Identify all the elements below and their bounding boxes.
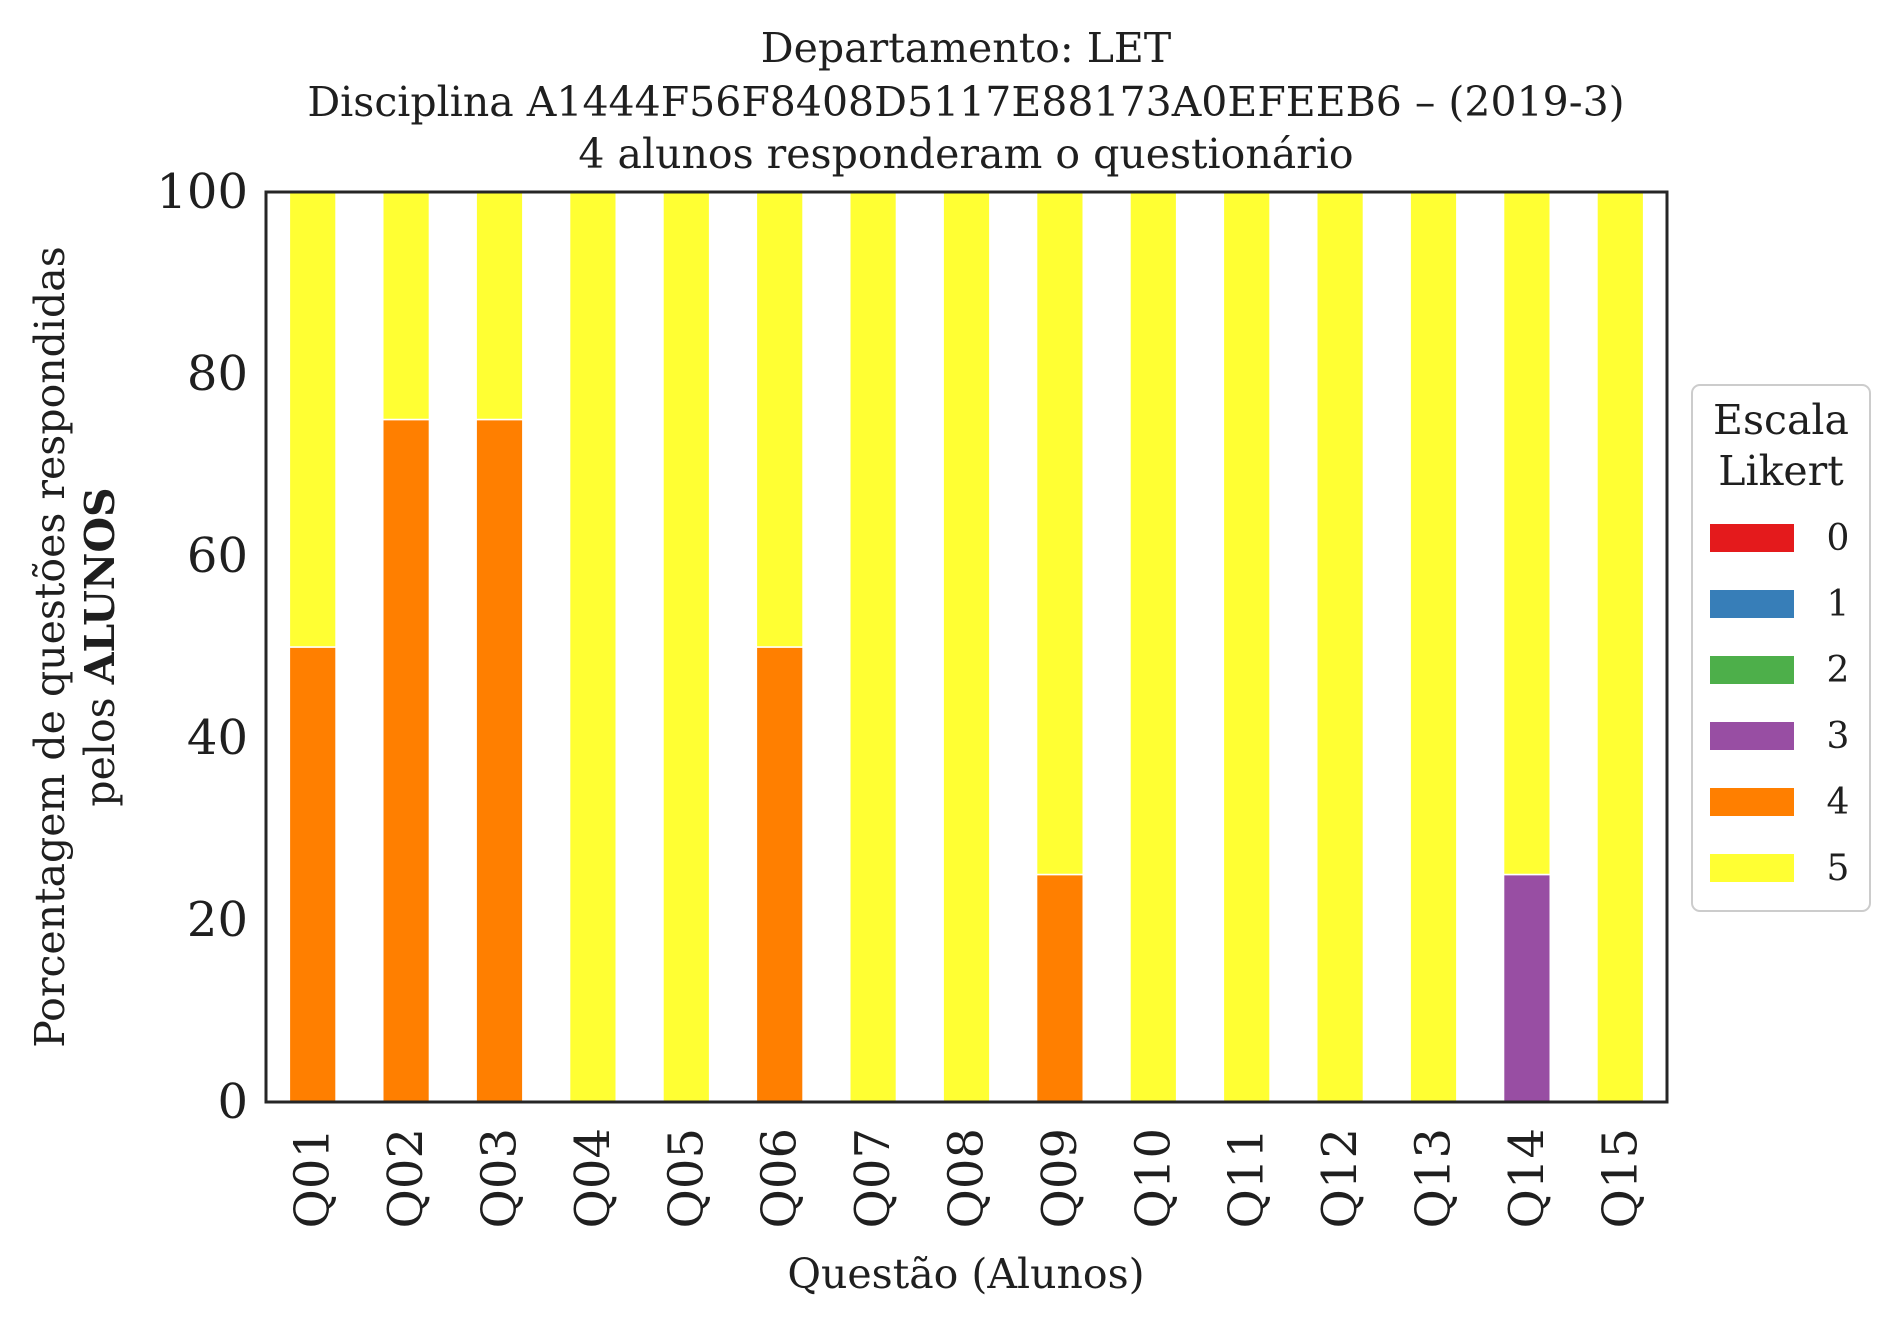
title-line-2: Disciplina A1444F56F8408D5117E88173A0EFE… bbox=[307, 78, 1624, 126]
x-tick-label: Q05 bbox=[658, 1128, 714, 1228]
y-tick-label: 0 bbox=[217, 1074, 248, 1130]
legend-label-2: 2 bbox=[1827, 650, 1850, 691]
x-tick-label: Q01 bbox=[285, 1128, 341, 1228]
legend: Escala Likert 0 1 2 3 4 5 bbox=[1691, 384, 1871, 912]
chart-title: Departamento: LET Disciplina A1444F56F84… bbox=[307, 24, 1624, 178]
legend-label-1: 1 bbox=[1827, 584, 1850, 625]
bar-q06-likert-5 bbox=[755, 191, 804, 648]
legend-swatch-1 bbox=[1710, 590, 1794, 618]
bar-q03-likert-5 bbox=[475, 191, 524, 421]
y-axis-label-line-2: pelos ALUNOS bbox=[76, 487, 124, 806]
x-tick-label: Q02 bbox=[378, 1128, 434, 1228]
x-axis-label: Questão (Alunos) bbox=[787, 1250, 1144, 1298]
bar-q04-likert-5 bbox=[568, 191, 617, 1103]
x-tick-label: Q13 bbox=[1406, 1128, 1462, 1228]
x-tick-label: Q15 bbox=[1592, 1128, 1648, 1228]
title-line-1: Departamento: LET bbox=[761, 24, 1171, 72]
legend-frame bbox=[1691, 384, 1871, 912]
bar-group bbox=[288, 191, 1645, 1103]
y-tick-label: 40 bbox=[187, 710, 248, 766]
legend-label-5: 5 bbox=[1827, 848, 1850, 889]
bar-q13-likert-5 bbox=[1409, 191, 1458, 1103]
x-tick-label: Q11 bbox=[1219, 1128, 1275, 1228]
legend-swatch-3 bbox=[1710, 722, 1794, 750]
x-tick-label: Q06 bbox=[752, 1128, 808, 1228]
x-tick-label: Q10 bbox=[1125, 1128, 1181, 1228]
bar-q09-likert-4 bbox=[1035, 873, 1085, 1103]
x-tick-label: Q03 bbox=[472, 1128, 528, 1228]
legend-label-4: 4 bbox=[1827, 782, 1850, 823]
legend-title-line-2: Likert bbox=[1718, 447, 1844, 495]
y-axis-label-line-1: Porcentagem de questões respondidas bbox=[26, 246, 74, 1048]
bar-q09-likert-5 bbox=[1035, 191, 1085, 876]
legend-swatch-0 bbox=[1710, 524, 1794, 552]
bar-q08-likert-5 bbox=[942, 191, 991, 1103]
plot-frame bbox=[264, 190, 1669, 1104]
bar-q01-likert-4 bbox=[288, 646, 337, 1103]
bar-q02-likert-4 bbox=[382, 418, 431, 1103]
legend-swatch-5 bbox=[1710, 854, 1794, 882]
x-axis-ticks: Q01 Q02 Q03 Q04 Q05 Q06 Q07 Q08 Q09 Q10 Q11 Q12 Q13 Q… bbox=[285, 1128, 1649, 1228]
x-tick-label: Q12 bbox=[1312, 1128, 1368, 1228]
y-axis-label-bold: ALUNOS bbox=[76, 487, 124, 685]
bar-q10-likert-5 bbox=[1129, 191, 1178, 1103]
y-tick-label: 100 bbox=[156, 164, 248, 220]
legend-swatch-4 bbox=[1710, 788, 1794, 816]
bar-q14-likert-5 bbox=[1502, 191, 1552, 876]
legend-swatch-2 bbox=[1710, 656, 1794, 684]
y-tick-label: 80 bbox=[187, 346, 248, 402]
y-axis-label-prefix: pelos bbox=[76, 684, 124, 806]
x-tick-label: Q08 bbox=[939, 1128, 995, 1228]
legend-label-3: 3 bbox=[1827, 716, 1850, 757]
bar-q02-likert-5 bbox=[382, 191, 431, 421]
y-axis-ticks: 0 20 40 60 80 100 bbox=[156, 164, 248, 1130]
x-tick-label: Q14 bbox=[1499, 1128, 1555, 1228]
bar-q07-likert-5 bbox=[849, 191, 898, 1103]
bar-q12-likert-5 bbox=[1316, 191, 1365, 1103]
x-tick-label: Q09 bbox=[1032, 1128, 1088, 1228]
bar-q05-likert-5 bbox=[662, 191, 711, 1103]
legend-label-0: 0 bbox=[1827, 518, 1850, 559]
x-tick-label: Q07 bbox=[845, 1128, 901, 1228]
x-tick-label: Q04 bbox=[565, 1128, 621, 1228]
legend-items: 0 1 2 3 4 5 bbox=[1710, 518, 1849, 889]
bar-q15-likert-5 bbox=[1596, 191, 1645, 1103]
y-tick-label: 20 bbox=[187, 892, 248, 948]
bar-q01-likert-5 bbox=[288, 191, 337, 648]
bar-q11-likert-5 bbox=[1222, 191, 1271, 1103]
legend-title-line-1: Escala bbox=[1713, 396, 1849, 444]
bar-q06-likert-4 bbox=[755, 646, 804, 1103]
y-tick-label: 60 bbox=[187, 528, 248, 584]
bar-q14-likert-3 bbox=[1502, 873, 1552, 1103]
title-line-3: 4 alunos responderam o questionário bbox=[578, 130, 1353, 178]
y-axis-label: Porcentagem de questões respondidas pelo… bbox=[26, 246, 124, 1048]
bar-q03-likert-4 bbox=[475, 418, 524, 1103]
